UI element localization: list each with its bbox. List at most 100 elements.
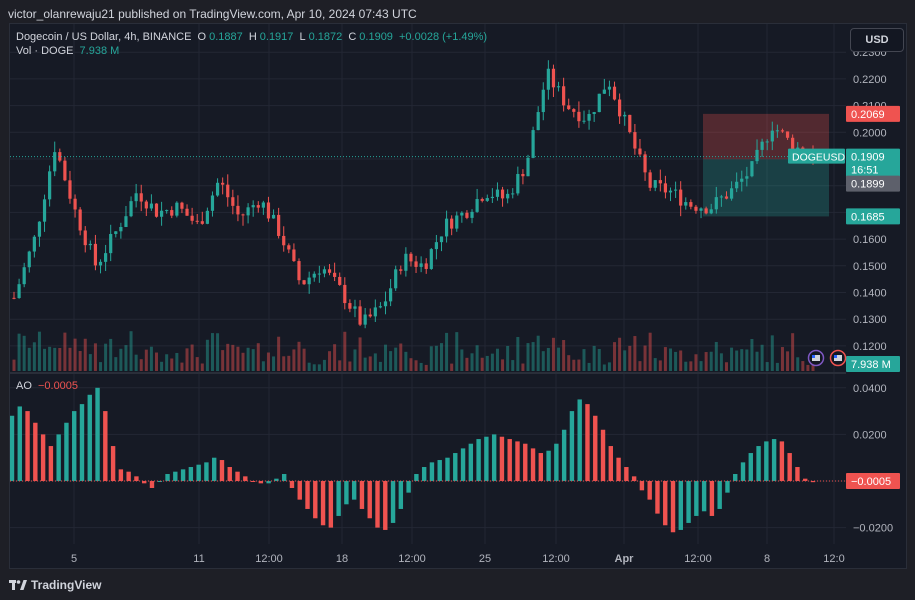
volume-bar[interactable]: [338, 360, 342, 371]
candle[interactable]: [42, 199, 47, 222]
ao-bar[interactable]: [95, 387, 100, 481]
volume-bar[interactable]: [607, 362, 611, 371]
candle[interactable]: [679, 189, 683, 206]
candle[interactable]: [266, 202, 271, 219]
ao-bar[interactable]: [33, 422, 38, 481]
ao-bar[interactable]: [305, 481, 310, 509]
candle[interactable]: [32, 236, 36, 252]
candle[interactable]: [180, 202, 184, 209]
ao-bar[interactable]: [647, 481, 652, 500]
ao-bar[interactable]: [211, 457, 217, 481]
volume-bar[interactable]: [139, 359, 143, 371]
volume-bar[interactable]: [745, 349, 749, 371]
ao-bar[interactable]: [180, 469, 186, 481]
candle[interactable]: [159, 210, 164, 217]
ao-bar[interactable]: [157, 481, 162, 482]
candle[interactable]: [623, 114, 627, 117]
ao-bar[interactable]: [717, 481, 722, 509]
volume-bar[interactable]: [277, 336, 281, 371]
candle[interactable]: [785, 131, 790, 138]
candle[interactable]: [134, 193, 138, 202]
volume-bar[interactable]: [180, 362, 184, 371]
candle[interactable]: [714, 197, 718, 210]
volume-bar[interactable]: [343, 331, 347, 371]
volume-bar[interactable]: [490, 353, 494, 371]
candle[interactable]: [236, 205, 240, 215]
candle[interactable]: [419, 263, 423, 267]
candle[interactable]: [500, 189, 505, 199]
candle[interactable]: [307, 277, 311, 285]
volume-bar[interactable]: [282, 356, 286, 371]
volume-bar[interactable]: [48, 346, 52, 371]
ao-bar[interactable]: [491, 434, 497, 481]
candle[interactable]: [348, 303, 352, 309]
ao-bar[interactable]: [196, 464, 201, 481]
volume-bar[interactable]: [780, 347, 784, 371]
ao-bar[interactable]: [686, 481, 691, 523]
ao-bar[interactable]: [313, 481, 318, 519]
candle[interactable]: [358, 306, 362, 325]
ao-bar[interactable]: [103, 411, 108, 481]
candle[interactable]: [475, 199, 479, 212]
volume-bar[interactable]: [770, 335, 774, 371]
candle[interactable]: [175, 202, 179, 216]
ao-bar[interactable]: [585, 404, 590, 481]
candle[interactable]: [12, 297, 16, 299]
candle[interactable]: [770, 130, 774, 142]
volume-bar[interactable]: [389, 351, 393, 371]
candle[interactable]: [93, 243, 98, 266]
ao-bar[interactable]: [258, 481, 264, 484]
volume-bar[interactable]: [643, 345, 647, 371]
ao-bar[interactable]: [10, 415, 15, 481]
ao-bar[interactable]: [795, 467, 800, 481]
candle[interactable]: [368, 314, 372, 317]
candle[interactable]: [689, 202, 693, 207]
volume-bar[interactable]: [32, 342, 36, 371]
volume-bar[interactable]: [658, 360, 662, 371]
candle[interactable]: [638, 148, 642, 155]
candle[interactable]: [73, 198, 77, 210]
candle[interactable]: [53, 152, 57, 172]
volume-bar[interactable]: [755, 351, 759, 371]
symbol-title[interactable]: Dogecoin / US Dollar, 4h, BINANCE: [16, 31, 192, 43]
candle[interactable]: [765, 141, 769, 143]
ao-bar[interactable]: [499, 436, 505, 481]
candle[interactable]: [404, 253, 408, 271]
volume-bar[interactable]: [597, 348, 601, 371]
volume-bar[interactable]: [796, 357, 800, 371]
ao-bar[interactable]: [320, 481, 326, 526]
volume-bar[interactable]: [429, 346, 433, 371]
volume-bar[interactable]: [384, 344, 388, 371]
candle[interactable]: [653, 180, 657, 188]
ao-bar[interactable]: [126, 471, 131, 481]
ao-bar[interactable]: [670, 481, 676, 533]
candle[interactable]: [572, 109, 576, 112]
candle[interactable]: [633, 132, 637, 149]
volume-bar[interactable]: [266, 352, 270, 371]
volume-bar[interactable]: [12, 359, 16, 371]
volume-bar[interactable]: [144, 349, 148, 371]
volume-bar[interactable]: [236, 346, 240, 371]
volume-bar[interactable]: [175, 352, 179, 371]
volume-bar[interactable]: [546, 347, 550, 371]
volume-bar[interactable]: [317, 364, 321, 371]
candle[interactable]: [511, 193, 515, 195]
ao-bar[interactable]: [655, 481, 660, 514]
candle[interactable]: [119, 226, 123, 232]
ao-bar[interactable]: [289, 481, 295, 488]
volume-bar[interactable]: [786, 351, 790, 371]
candle[interactable]: [424, 263, 428, 269]
volume-bar[interactable]: [679, 350, 683, 371]
ao-bar[interactable]: [733, 474, 738, 481]
candle[interactable]: [618, 99, 622, 117]
volume-bar[interactable]: [424, 364, 428, 371]
volume-bar[interactable]: [399, 343, 403, 371]
candle[interactable]: [485, 198, 489, 201]
ao-bar[interactable]: [709, 481, 715, 516]
volume-bar[interactable]: [587, 362, 591, 371]
ao-bar[interactable]: [484, 436, 489, 481]
candle[interactable]: [709, 209, 713, 214]
volume-bar[interactable]: [663, 347, 667, 371]
ao-bar[interactable]: [165, 474, 170, 481]
candle[interactable]: [277, 214, 281, 236]
